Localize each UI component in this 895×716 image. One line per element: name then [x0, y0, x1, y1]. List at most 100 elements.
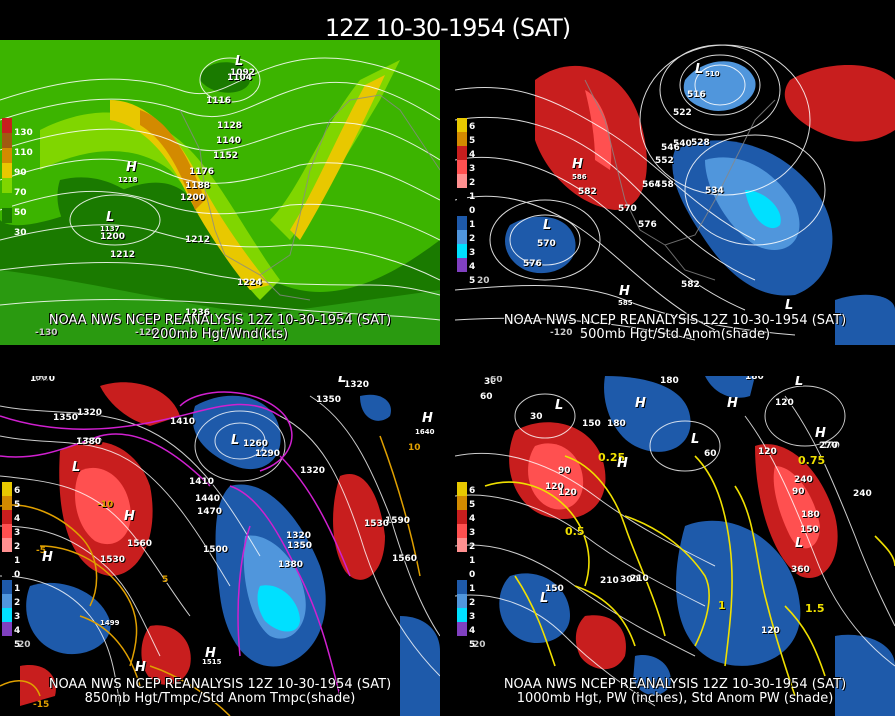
contour-label: 1224 — [237, 278, 263, 288]
legend-label: 5 — [469, 276, 476, 286]
legend-label: 3 — [14, 612, 21, 622]
contour-label: 1128 — [217, 121, 243, 131]
contour-label: 540 — [673, 139, 692, 149]
contour-label: 1640 — [415, 428, 435, 436]
contour-label: 0.5 — [565, 525, 585, 538]
legend-label: 2 — [469, 178, 476, 188]
contour-label: 1320 — [300, 466, 326, 476]
contour-label: 180 — [607, 419, 626, 429]
contour-label: 10 — [408, 443, 421, 453]
contour-label: 1212 — [185, 235, 211, 245]
panel-subcaption: 200mb Hgt/Wnd(kts) — [151, 327, 289, 342]
legend-label: 2 — [469, 598, 476, 608]
legend-label: 3 — [469, 528, 476, 538]
legend-label: 1 — [469, 220, 476, 230]
contour-label: 1140 — [216, 136, 242, 146]
legend-anom — [457, 118, 467, 272]
contour-label: 1410 — [170, 417, 196, 427]
panel-500mb: 6 5 4 3 2 1 0 1 2 3 4 5 516 522 528 534 … — [455, 40, 895, 345]
low-center: L — [691, 432, 700, 447]
panel-subcaption: 500mb Hgt/Std Anom(shade) — [579, 327, 771, 342]
contour-label: 1320 — [77, 408, 103, 418]
contour-label: 516 — [687, 90, 706, 100]
contour-label: 120 — [545, 482, 564, 492]
legend-label: 6 — [469, 122, 476, 132]
contour-label: 1560 — [392, 554, 418, 564]
contour-label: 1515 — [202, 658, 222, 666]
panel-subcaption: 850mb Hgt/Tmpc/Std Anom Tmpc(shade) — [84, 691, 356, 706]
contour-label: 0.25 — [598, 451, 626, 464]
contour-label: 60 — [480, 392, 493, 402]
legend-label: 2 — [14, 542, 21, 552]
low-center: L — [695, 62, 704, 77]
legend-label: 3 — [469, 612, 476, 622]
contour-label: 586 — [572, 173, 587, 181]
contour-label: 150 — [800, 525, 819, 535]
legend-label: 2 — [14, 598, 21, 608]
contour-label: 1560 — [127, 539, 153, 549]
axis-label: -130 — [35, 328, 58, 338]
contour-label: -15 — [33, 700, 50, 710]
contour-label: 300 — [620, 575, 639, 585]
contour-label: 1410 — [189, 477, 215, 487]
contour-label: 0.75 — [798, 454, 826, 467]
contour-label: 576 — [523, 259, 542, 269]
legend-wind — [2, 118, 12, 223]
low-center: L — [72, 460, 81, 475]
contour-label: 1500 — [203, 545, 229, 555]
contour-label: 1350 — [30, 376, 56, 384]
contour-label: 1092 — [230, 68, 256, 78]
contour-label: 1320 — [286, 531, 312, 541]
legend-label: 50 — [14, 208, 27, 218]
high-center: H — [126, 160, 137, 175]
legend-label: 6 — [469, 486, 476, 496]
contour-label: 1 — [718, 599, 726, 612]
contour-label: 1218 — [118, 176, 138, 184]
legend-label: 70 — [14, 188, 27, 198]
high-center: H — [42, 550, 53, 565]
axis-label: 60 — [490, 376, 503, 385]
contour-label: 1470 — [197, 507, 223, 517]
legend-label: 4 — [14, 514, 21, 524]
contour-label: 210 — [630, 574, 649, 584]
legend-label: 1 — [14, 556, 21, 566]
contour-label: 90 — [558, 466, 571, 476]
legend-anom — [2, 482, 12, 636]
high-center: L — [785, 298, 794, 313]
panel-1000mb: 6 5 4 3 2 1 0 1 2 3 4 5 30 60 90 120 150… — [455, 376, 895, 716]
contour-label: 90 — [792, 487, 805, 497]
contour-label: 150 — [582, 419, 601, 429]
contour-label: 546 — [661, 143, 680, 153]
contour-label: 1200 — [100, 232, 126, 242]
contour-label: 585 — [618, 299, 633, 307]
legend-label: 1 — [469, 584, 476, 594]
low-center: L — [235, 54, 244, 69]
legend-label: 5 — [469, 640, 476, 650]
contour-label: 1152 — [213, 151, 239, 161]
contour-label: 1137 — [100, 225, 120, 233]
contour-label: 1290 — [255, 449, 281, 459]
contour-label: 1104 — [227, 73, 253, 83]
contour-label: 1380 — [76, 437, 102, 447]
panel-caption: NOAA NWS NCEP REANALYSIS 12Z 10-30-1954 … — [503, 677, 847, 692]
legend-label: 4 — [14, 626, 21, 636]
contour-label: -5 — [36, 546, 46, 556]
contour-label: 120 — [775, 398, 794, 408]
panel-500mb-map — [455, 44, 895, 345]
high-center: H — [727, 396, 738, 411]
contour-label: 1200 — [180, 193, 206, 203]
contour-label: 30 — [484, 377, 497, 387]
high-center: H — [422, 411, 433, 426]
panel-850mb-map — [0, 382, 440, 716]
legend-label: 4 — [469, 514, 476, 524]
legend-label: 0 — [469, 206, 476, 216]
legend-label: 5 — [469, 136, 476, 146]
main-title: 12Z 10-30-1954 (SAT) — [324, 14, 571, 42]
contour-label: 564 — [642, 180, 661, 190]
axis-label: -120 — [135, 328, 158, 338]
contour-label: 150 — [545, 584, 564, 594]
legend-label: 2 — [469, 542, 476, 552]
high-center: H — [635, 396, 646, 411]
high-center: H — [619, 284, 630, 299]
legend-label: 6 — [14, 486, 21, 496]
